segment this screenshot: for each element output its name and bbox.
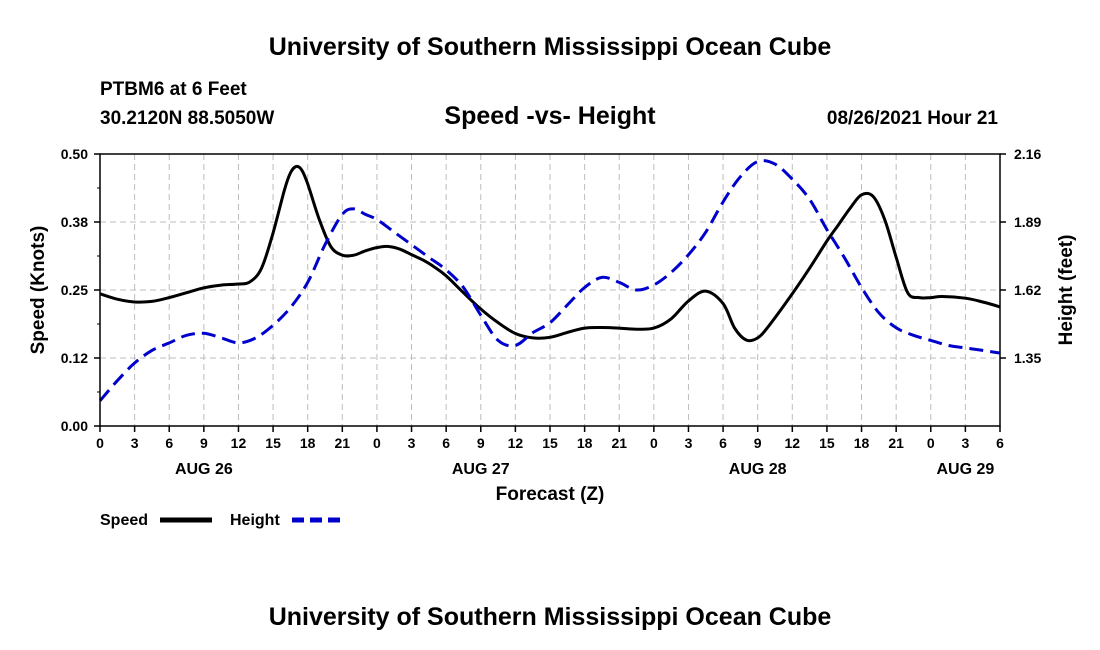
forecast-timestamp: 08/26/2021 Hour 21 bbox=[827, 108, 999, 129]
date-label: AUG 28 bbox=[729, 461, 787, 478]
x-tick-label: 0 bbox=[96, 435, 104, 451]
footer-title: University of Southern Mississippi Ocean… bbox=[269, 603, 832, 631]
x-tick-label: 15 bbox=[542, 435, 558, 451]
x-tick-label: 3 bbox=[408, 435, 416, 451]
x-tick-label: 21 bbox=[888, 435, 904, 451]
x-tick-label: 18 bbox=[854, 435, 870, 451]
legend-height-label: Height bbox=[230, 512, 280, 529]
x-tick-label: 6 bbox=[719, 435, 727, 451]
station-coordinates: 30.2120N 88.5050W bbox=[100, 108, 274, 129]
x-axis-label: Forecast (Z) bbox=[496, 484, 605, 505]
page-title: University of Southern Mississippi Ocean… bbox=[269, 33, 832, 61]
chart-title: Speed -vs- Height bbox=[444, 102, 656, 130]
x-tick-label: 6 bbox=[165, 435, 173, 451]
x-tick-label: 12 bbox=[231, 435, 247, 451]
series-layer bbox=[98, 159, 1001, 402]
x-tick-label: 18 bbox=[300, 435, 316, 451]
x-tick-label: 18 bbox=[577, 435, 593, 451]
x-tick-label: 9 bbox=[754, 435, 762, 451]
x-tick-label: 15 bbox=[819, 435, 835, 451]
x-tick-label: 21 bbox=[611, 435, 627, 451]
y-tick-label: 0.38 bbox=[61, 214, 88, 230]
x-tick-label: 21 bbox=[335, 435, 351, 451]
x-tick-label: 0 bbox=[927, 435, 935, 451]
y2-tick-label: 2.16 bbox=[1014, 146, 1041, 162]
x-tick-label: 0 bbox=[650, 435, 658, 451]
y-tick-label: 0.50 bbox=[61, 146, 88, 162]
legend: Speed Height bbox=[100, 512, 342, 529]
x-tick-label: 9 bbox=[477, 435, 485, 451]
legend-speed-label: Speed bbox=[100, 512, 148, 529]
x-tick-label: 3 bbox=[131, 435, 139, 451]
y2-tick-label: 1.89 bbox=[1014, 214, 1041, 230]
y-tick-label: 0.00 bbox=[61, 418, 88, 434]
x-tick-label: 6 bbox=[996, 435, 1004, 451]
axes: 0 3 6 9 12 15 18 21 0 3 6 9 12 15 18 21 0 3 6 9 12 15 18 21 0 3 6 0… bbox=[61, 146, 1042, 478]
x-tick-label: 0 bbox=[373, 435, 381, 451]
y-tick-label: 0.12 bbox=[61, 350, 88, 366]
x-tick-label: 6 bbox=[442, 435, 450, 451]
y2-tick-label: 1.35 bbox=[1014, 350, 1041, 366]
x-tick-label: 12 bbox=[785, 435, 801, 451]
date-label: AUG 27 bbox=[452, 461, 510, 478]
date-label: AUG 29 bbox=[936, 461, 994, 478]
x-tick-label: 3 bbox=[961, 435, 969, 451]
y-axis-label: Speed (Knots) bbox=[28, 226, 49, 355]
y2-tick-label: 1.62 bbox=[1014, 282, 1041, 298]
date-label: AUG 26 bbox=[175, 461, 233, 478]
x-tick-label: 12 bbox=[508, 435, 524, 451]
y-tick-label: 0.25 bbox=[61, 282, 88, 298]
speed-series-line bbox=[99, 164, 1001, 343]
x-tick-label: 3 bbox=[685, 435, 693, 451]
x-tick-label: 9 bbox=[200, 435, 208, 451]
height-series-line bbox=[98, 159, 1001, 402]
x-tick-label: 15 bbox=[265, 435, 281, 451]
y2-axis-label: Height (feet) bbox=[1056, 235, 1077, 346]
station-label: PTBM6 at 6 Feet bbox=[100, 79, 247, 100]
